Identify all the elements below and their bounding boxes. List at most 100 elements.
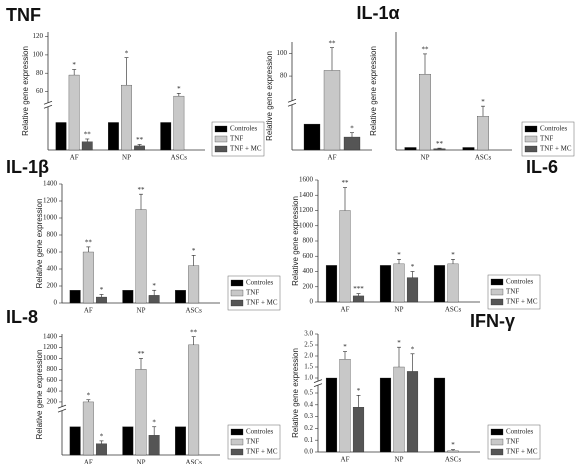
bar — [175, 426, 186, 456]
x-tick-label: AF — [84, 459, 93, 464]
y-tick-label: 0 — [54, 299, 58, 307]
legend-swatch — [490, 288, 504, 296]
y-tick-label: 400 — [303, 267, 314, 275]
legend-label: TNF + MC — [506, 298, 538, 306]
bar — [69, 426, 81, 456]
bar — [148, 295, 160, 304]
legend-swatch — [214, 125, 228, 133]
significance-label: ** — [329, 39, 337, 47]
bar — [325, 265, 338, 303]
significance-label: * — [451, 441, 455, 449]
significance-label: * — [350, 124, 354, 132]
significance-label: * — [343, 343, 347, 351]
y-tick-label: 1200 — [43, 197, 58, 205]
bar — [325, 377, 338, 453]
axis-break — [288, 100, 296, 105]
bar — [339, 359, 351, 453]
y-tick-label: 1000 — [43, 214, 58, 222]
legend-swatch — [230, 289, 244, 297]
legend-swatch — [490, 428, 504, 436]
axis-break-mark — [43, 100, 53, 105]
axis-break-mark — [57, 408, 67, 413]
significance-label: * — [411, 345, 415, 353]
legend-swatch — [230, 279, 244, 287]
x-tick-label: ASCs — [185, 307, 202, 315]
legend-swatch — [490, 448, 504, 456]
bar — [135, 369, 147, 456]
legend-label: Controles — [230, 125, 257, 133]
bar — [393, 263, 405, 303]
axis-break-mark — [57, 404, 67, 409]
y-tick-label: 1000 — [299, 221, 314, 229]
y-tick-label: 80 — [36, 69, 44, 77]
significance-label: ** — [84, 131, 92, 139]
y-axis-label: Relative gene expression — [291, 348, 300, 438]
bar — [303, 123, 321, 151]
legend-swatch — [524, 145, 538, 153]
y-axis-label: Relative gene expression — [35, 350, 44, 440]
bar — [121, 84, 132, 151]
y-tick-label: 1400 — [43, 332, 58, 340]
axis-break-mark — [287, 98, 297, 103]
bar — [406, 371, 419, 453]
bar — [148, 435, 160, 456]
legend-label: Controles — [506, 428, 533, 436]
y-tick-label: 800 — [47, 231, 58, 239]
x-tick-label: ASCs — [445, 456, 462, 464]
y-tick-label: 80 — [280, 72, 288, 80]
chart-title: IL-1β — [6, 157, 49, 177]
bar — [462, 147, 475, 151]
bar — [404, 147, 417, 151]
x-tick-label: NP — [122, 154, 131, 162]
y-tick-label: 1400 — [299, 191, 314, 199]
bar — [175, 290, 186, 304]
y-tick-label: 3.0 — [304, 330, 313, 338]
y-tick-label: 1600 — [299, 176, 314, 184]
bar — [352, 295, 365, 303]
x-tick-label: AF — [70, 154, 79, 162]
bar — [108, 122, 119, 151]
significance-label: ** — [436, 140, 444, 148]
bar — [81, 141, 93, 151]
y-tick-label: 100 — [277, 49, 288, 57]
legend-swatch — [524, 135, 538, 143]
significance-label: ** — [136, 136, 144, 144]
bar — [188, 265, 200, 304]
y-tick-label: 0.3 — [304, 412, 313, 420]
bar — [379, 265, 392, 303]
x-tick-label: AF — [341, 306, 350, 314]
significance-label: ** — [342, 179, 350, 187]
significance-label: *** — [353, 285, 364, 293]
bar — [68, 74, 80, 151]
legend-swatch — [214, 135, 228, 143]
bar — [160, 122, 172, 151]
chart-title: IL-8 — [6, 307, 38, 327]
y-tick-label: 1200 — [43, 343, 58, 351]
y-axis-label: Relative gene expression — [265, 51, 274, 141]
legend-label: Controles — [246, 428, 273, 436]
bar — [188, 344, 200, 456]
y-tick-label: 200 — [47, 282, 58, 290]
y-tick-label: 600 — [303, 252, 314, 260]
y-tick-label: 400 — [47, 265, 58, 273]
bar — [69, 290, 81, 304]
bar — [323, 70, 341, 151]
bar — [379, 377, 392, 453]
y-tick-label: 800 — [47, 365, 58, 373]
x-tick-label: AF — [341, 456, 350, 464]
significance-label: * — [411, 263, 415, 271]
legend-swatch — [490, 298, 504, 306]
significance-label: * — [87, 391, 91, 399]
y-axis-label: Relative gene expression — [35, 199, 44, 289]
x-tick-label: ASCs — [445, 306, 462, 314]
axis-break-mark — [287, 102, 297, 107]
legend-swatch — [524, 125, 538, 133]
significance-label: * — [100, 432, 104, 440]
legend-label: Controles — [506, 278, 533, 286]
bar — [96, 296, 107, 304]
y-tick-label: 1200 — [299, 206, 314, 214]
bar — [55, 122, 67, 151]
axis-break-mark — [43, 104, 53, 109]
axis-break — [58, 406, 66, 411]
